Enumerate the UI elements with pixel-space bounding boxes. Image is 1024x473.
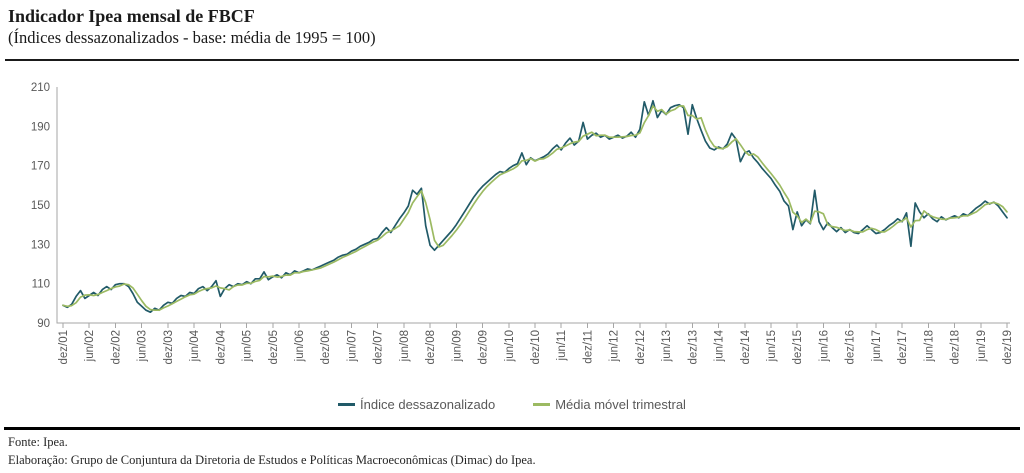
svg-text:dez/07: dez/07	[373, 330, 385, 365]
media-movel-line	[62, 105, 1008, 312]
svg-text:jun/08: jun/08	[399, 330, 411, 362]
x-axis-labels: dez/01 jun/02 dez/02 jun/03 dez/03 jun/04 dez/…	[58, 323, 1014, 365]
svg-text:dez/19: dez/19	[1002, 330, 1014, 365]
svg-text:jun/02: jun/02	[84, 330, 96, 362]
y-axis-labels: 90 110 130 150 170 190 210	[31, 82, 50, 330]
svg-text:dez/05: dez/05	[268, 330, 280, 365]
svg-text:jun/15: jun/15	[766, 330, 778, 362]
header-divider-line	[5, 59, 1019, 61]
svg-text:dez/04: dez/04	[215, 329, 227, 364]
svg-text:dez/08: dez/08	[425, 330, 437, 365]
legend-item-indice: Índice dessazonalizado	[338, 397, 495, 412]
chart-subtitle: (Índices dessazonalizados - base: média …	[8, 28, 376, 47]
svg-text:dez/01: dez/01	[58, 330, 70, 365]
chart-footer: Fonte: Ipea. Elaboração: Grupo de Conjun…	[8, 433, 536, 469]
svg-text:dez/18: dez/18	[950, 330, 962, 365]
footer-source: Fonte: Ipea.	[8, 435, 68, 449]
svg-text:dez/02: dez/02	[110, 330, 122, 365]
svg-text:jun/04: jun/04	[189, 329, 201, 362]
svg-text:dez/14: dez/14	[740, 329, 752, 364]
svg-text:190: 190	[31, 121, 50, 133]
svg-text:90: 90	[37, 318, 50, 330]
indice-line-swatch	[338, 403, 356, 406]
svg-text:jun/09: jun/09	[451, 330, 463, 362]
svg-text:jun/17: jun/17	[871, 330, 883, 362]
svg-text:jun/18: jun/18	[923, 330, 935, 362]
svg-text:130: 130	[31, 239, 50, 251]
chart-legend: Índice dessazonalizado Média móvel trime…	[0, 397, 1024, 412]
footer-divider-line	[4, 427, 1020, 430]
indice-line	[62, 99, 1008, 314]
svg-text:dez/06: dez/06	[320, 330, 332, 365]
svg-text:jun/05: jun/05	[242, 330, 254, 362]
svg-text:170: 170	[31, 161, 50, 173]
chart-svg: 90 110 130 150 170 190 210 dez/01 jun/02 dez/02 ju…	[31, 82, 1014, 365]
legend-label-indice: Índice dessazonalizado	[360, 397, 496, 412]
svg-text:jun/12: jun/12	[609, 330, 621, 362]
svg-text:dez/17: dez/17	[897, 330, 909, 365]
svg-text:110: 110	[32, 279, 50, 291]
svg-text:dez/09: dez/09	[478, 330, 490, 365]
footer-elaboration: Elaboração: Grupo de Conjuntura da Diret…	[8, 453, 536, 467]
chart-title: Indicador Ipea mensal de FBCF	[8, 6, 255, 26]
svg-text:210: 210	[31, 82, 50, 94]
svg-text:jun/03: jun/03	[137, 330, 149, 362]
svg-text:jun/16: jun/16	[818, 330, 830, 362]
svg-text:dez/10: dez/10	[530, 330, 542, 365]
legend-label-media-movel: Média móvel trimestral	[555, 397, 686, 412]
media-movel-line-swatch	[533, 403, 551, 406]
svg-text:dez/03: dez/03	[163, 330, 175, 365]
plot-area: 90 110 130 150 170 190 210 dez/01 jun/02 dez/02 ju…	[0, 62, 1024, 394]
svg-text:jun/14: jun/14	[714, 329, 726, 362]
svg-text:jun/06: jun/06	[294, 330, 306, 362]
svg-text:jun/07: jun/07	[346, 330, 358, 362]
svg-text:150: 150	[31, 200, 50, 212]
svg-text:dez/11: dez/11	[582, 330, 594, 364]
svg-text:jun/13: jun/13	[661, 330, 673, 362]
chart-header: Indicador Ipea mensal de FBCF (Índices d…	[8, 5, 376, 49]
legend-item-media-movel: Média móvel trimestral	[533, 397, 686, 412]
svg-text:dez/12: dez/12	[635, 330, 647, 365]
svg-text:dez/16: dez/16	[845, 330, 857, 365]
svg-text:jun/10: jun/10	[504, 330, 516, 362]
svg-text:dez/15: dez/15	[792, 330, 804, 365]
svg-text:jun/11: jun/11	[556, 330, 568, 361]
svg-text:dez/13: dez/13	[687, 330, 699, 365]
svg-text:jun/19: jun/19	[976, 330, 988, 362]
